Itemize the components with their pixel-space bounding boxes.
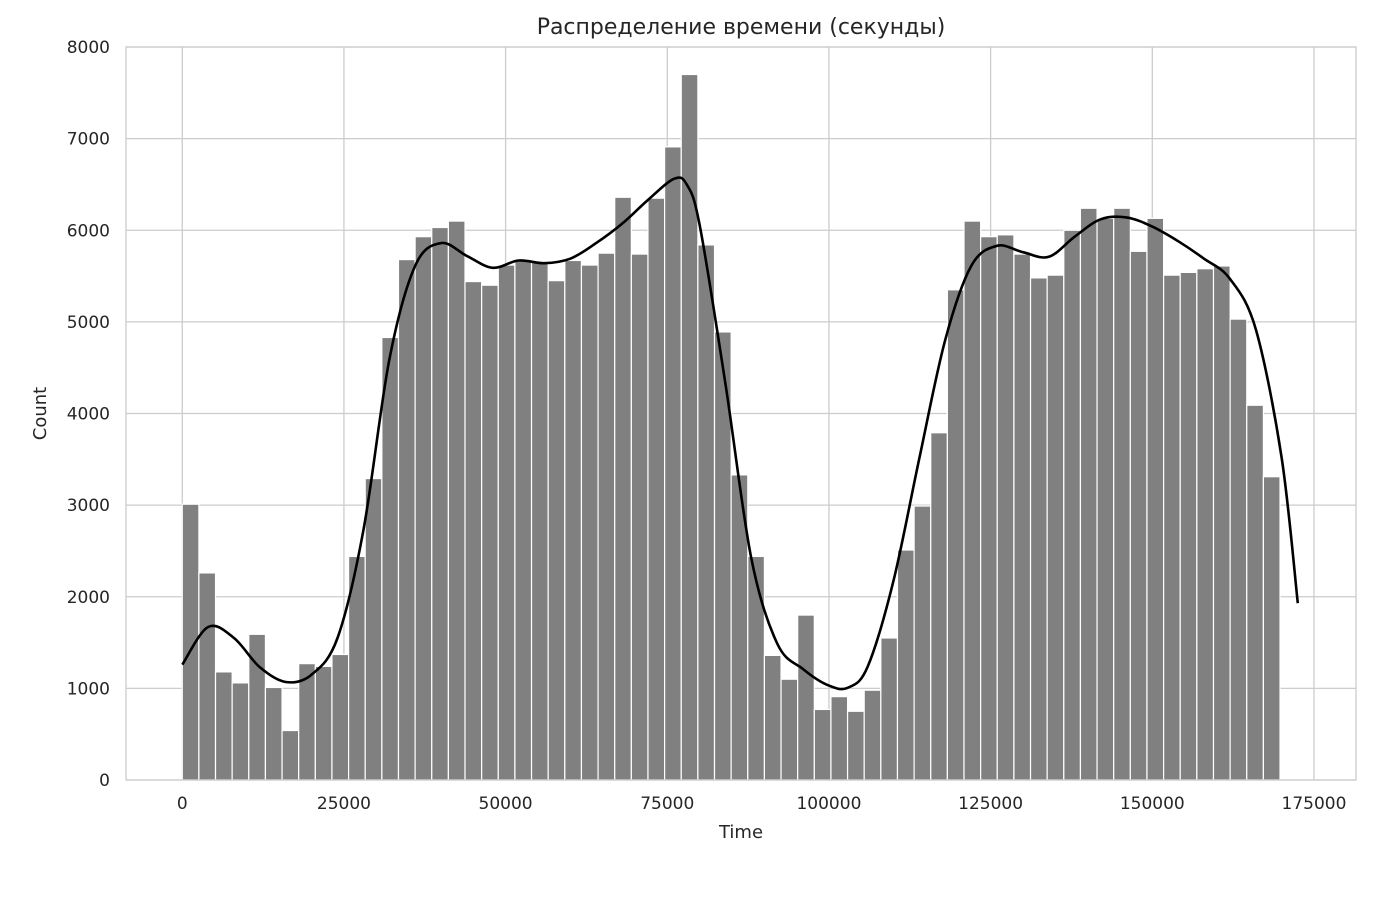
histogram-bar xyxy=(1113,207,1131,781)
x-tick-label: 125000 xyxy=(958,794,1023,814)
histogram-bar xyxy=(481,284,499,781)
kde-density-curve xyxy=(181,176,1300,691)
histogram-bar xyxy=(980,236,998,781)
x-axis-label: Time xyxy=(718,822,763,843)
histogram-bar xyxy=(364,477,383,781)
histogram-bar xyxy=(1212,265,1231,781)
histogram-bar xyxy=(431,226,449,781)
histogram-bar xyxy=(530,261,549,781)
histogram-bar xyxy=(381,336,400,781)
histogram-bars xyxy=(181,73,1281,781)
histogram-bar xyxy=(1229,318,1248,781)
x-axis-ticks: 0 25000 50000 75000 100000 125000 150000 175000 xyxy=(177,794,1347,814)
histogram-bar xyxy=(846,710,865,781)
histogram-bar xyxy=(1096,217,1115,781)
x-tick-label: 150000 xyxy=(1120,794,1185,814)
histogram-bar xyxy=(614,196,632,781)
histogram-bar xyxy=(464,280,483,781)
x-tick-label: 175000 xyxy=(1282,794,1347,814)
histogram-bar xyxy=(1046,274,1065,781)
histogram-bar xyxy=(996,234,1015,781)
histogram-bar xyxy=(830,696,849,781)
histogram-bar xyxy=(1029,277,1048,781)
histogram-bar xyxy=(747,555,766,781)
histogram-bar xyxy=(281,729,300,781)
histogram-bar xyxy=(1262,476,1281,781)
histogram-bar xyxy=(597,252,616,781)
y-tick-label: 3000 xyxy=(67,496,110,516)
histogram-bar xyxy=(1196,268,1215,781)
y-tick-label: 5000 xyxy=(67,313,110,333)
histogram-bar xyxy=(447,220,466,781)
histogram-bar xyxy=(397,258,416,781)
histogram-bar xyxy=(930,432,948,781)
plot-frame xyxy=(125,46,1357,781)
histogram-bar xyxy=(880,637,899,781)
histogram-bar xyxy=(1146,217,1165,781)
histogram-bar xyxy=(963,220,982,781)
y-axis-ticks: 0 1000 2000 3000 4000 5000 6000 7000 8000 xyxy=(67,38,110,791)
y-tick-label: 6000 xyxy=(67,221,110,241)
histogram-bar xyxy=(813,708,832,781)
histogram-bar xyxy=(331,653,350,781)
histogram-bar xyxy=(697,244,716,781)
chart-title: Распределение времени (секунды) xyxy=(537,15,946,40)
histogram-bar xyxy=(863,689,882,781)
histogram-bar xyxy=(763,654,782,781)
histogram-bar xyxy=(896,549,915,781)
histogram-bar xyxy=(647,197,666,781)
histogram-bar xyxy=(547,280,566,781)
histogram-bar xyxy=(497,264,516,781)
y-tick-label: 1000 xyxy=(67,679,110,699)
histogram-bar xyxy=(946,289,965,781)
histogram-bar xyxy=(1129,250,1148,781)
histogram-bar xyxy=(630,253,649,781)
y-tick-label: 4000 xyxy=(67,405,110,425)
histogram-bar xyxy=(231,682,250,781)
x-tick-label: 50000 xyxy=(479,794,533,814)
histogram-bar xyxy=(1162,274,1181,781)
histogram-bar xyxy=(1063,229,1082,781)
histogram-bar xyxy=(797,614,815,781)
histogram-bar xyxy=(314,665,333,781)
histogram-bar xyxy=(214,671,233,781)
histogram-bar xyxy=(780,678,799,781)
histogram-bar xyxy=(1246,404,1264,781)
y-tick-label: 7000 xyxy=(67,130,110,150)
histogram-bar xyxy=(564,259,583,781)
x-tick-label: 100000 xyxy=(796,794,861,814)
y-axis-label: Count xyxy=(30,387,51,440)
x-tick-label: 25000 xyxy=(317,794,371,814)
histogram-bar xyxy=(414,236,433,781)
x-tick-label: 75000 xyxy=(640,794,694,814)
histogram-bar xyxy=(580,264,599,781)
y-tick-label: 0 xyxy=(99,771,110,791)
histogram-bar xyxy=(664,146,682,781)
histogram-bar xyxy=(514,258,533,781)
x-tick-label: 0 xyxy=(177,794,188,814)
histogram-bar xyxy=(913,505,932,781)
histogram-bar xyxy=(264,686,283,781)
y-tick-label: 8000 xyxy=(67,38,110,58)
histogram-bar xyxy=(1079,207,1098,781)
histogram-bar xyxy=(198,572,217,781)
y-tick-label: 2000 xyxy=(67,588,110,608)
histogram-bar xyxy=(1179,271,1198,781)
histogram-bar xyxy=(1013,253,1032,781)
